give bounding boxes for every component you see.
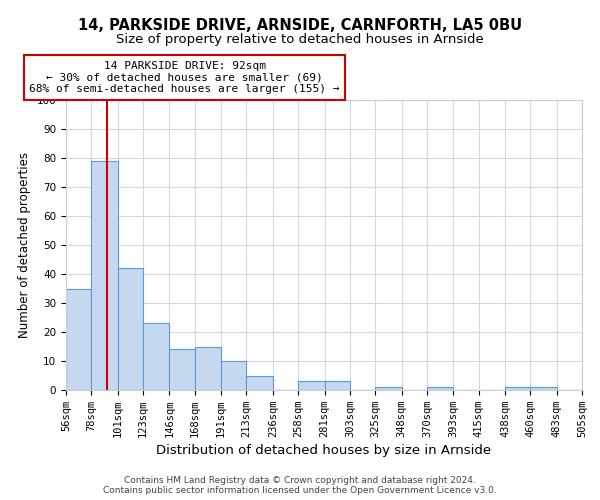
- Bar: [505, 387, 530, 390]
- Text: 14 PARKSIDE DRIVE: 92sqm
← 30% of detached houses are smaller (69)
68% of semi-d: 14 PARKSIDE DRIVE: 92sqm ← 30% of detach…: [29, 61, 340, 94]
- Bar: [298, 382, 325, 390]
- Bar: [91, 161, 118, 390]
- Bar: [375, 387, 401, 390]
- Bar: [221, 361, 247, 390]
- X-axis label: Distribution of detached houses by size in Arnside: Distribution of detached houses by size …: [157, 444, 491, 457]
- Bar: [325, 382, 350, 390]
- Text: Size of property relative to detached houses in Arnside: Size of property relative to detached ho…: [116, 32, 484, 46]
- Bar: [530, 387, 557, 390]
- Text: 14, PARKSIDE DRIVE, ARNSIDE, CARNFORTH, LA5 0BU: 14, PARKSIDE DRIVE, ARNSIDE, CARNFORTH, …: [78, 18, 522, 32]
- Bar: [169, 350, 195, 390]
- Text: Contains HM Land Registry data © Crown copyright and database right 2024.
Contai: Contains HM Land Registry data © Crown c…: [103, 476, 497, 495]
- Bar: [118, 268, 143, 390]
- Bar: [427, 387, 453, 390]
- Bar: [195, 346, 221, 390]
- Y-axis label: Number of detached properties: Number of detached properties: [18, 152, 31, 338]
- Bar: [143, 324, 169, 390]
- Bar: [247, 376, 273, 390]
- Bar: [66, 288, 91, 390]
